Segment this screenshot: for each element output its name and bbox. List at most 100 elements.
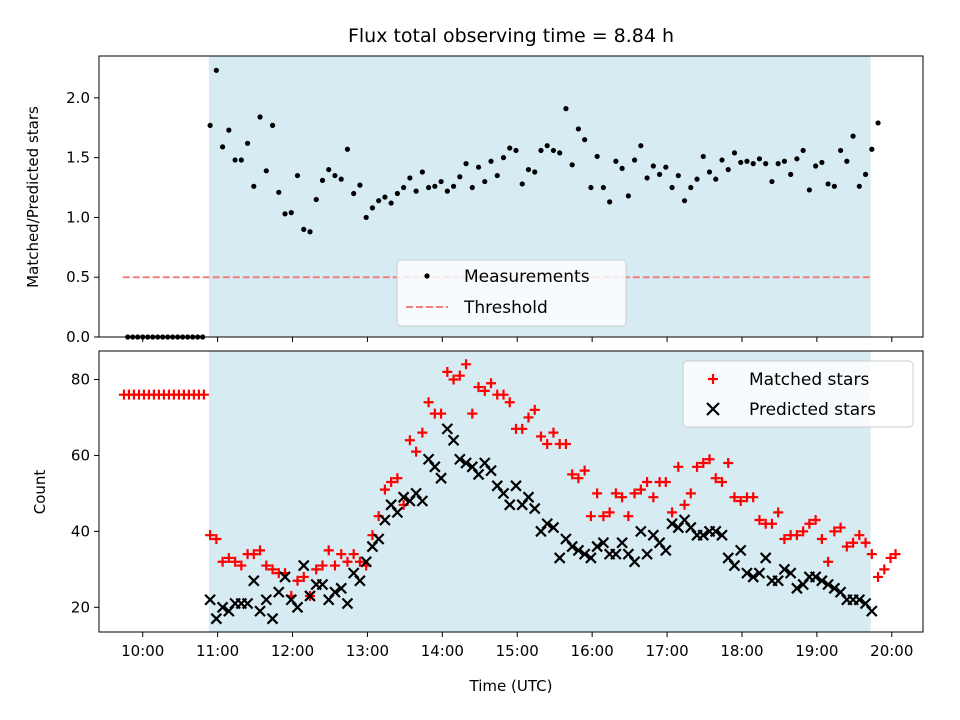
predicted-star-point xyxy=(728,559,741,572)
legend-label-measurements: Measurements xyxy=(464,267,590,287)
predicted-star-point xyxy=(266,612,279,625)
matched-star-point xyxy=(498,389,509,400)
matched-star-point xyxy=(866,549,877,560)
matched-star-point xyxy=(860,537,871,548)
matched-star-point xyxy=(629,488,640,499)
bottom-legend xyxy=(682,360,914,428)
bottom-y-tick-label: 40 xyxy=(71,522,90,540)
matched-star-point xyxy=(679,499,690,510)
matched-star-point xyxy=(673,461,684,472)
measurement-point xyxy=(269,122,276,128)
measurement-point xyxy=(500,155,507,161)
predicted-star-point xyxy=(391,506,404,519)
measurement-point xyxy=(569,162,575,168)
predicted-star-point xyxy=(485,464,497,477)
predicted-star-point xyxy=(354,574,366,587)
matched-star-point xyxy=(342,556,353,567)
matched-star-point xyxy=(798,526,809,537)
predicted-star-point xyxy=(547,521,560,534)
matched-star-point xyxy=(436,408,447,419)
measurement-point xyxy=(444,188,450,194)
matched-star-point xyxy=(236,560,247,571)
matched-star-point xyxy=(698,458,709,469)
matched-star-point xyxy=(854,530,865,541)
measurement-point xyxy=(207,122,213,128)
measurement-point xyxy=(450,183,457,189)
matched-star-point xyxy=(692,461,703,472)
predicted-star-point xyxy=(254,605,266,617)
measurement-point xyxy=(457,174,463,180)
predicted-star-point xyxy=(241,597,254,610)
matched-star-point xyxy=(523,412,534,423)
matched-star-point xyxy=(642,477,653,488)
bottom-y-axis-label: Count xyxy=(31,470,49,515)
matched-star-point xyxy=(823,556,834,567)
measurement-point xyxy=(294,172,301,179)
matched-star-point xyxy=(835,522,846,533)
matched-star-point xyxy=(454,370,465,381)
matched-star-point xyxy=(411,446,422,457)
top-y-tick-label: 1.5 xyxy=(66,149,90,167)
matched-star-point xyxy=(323,545,334,556)
measurement-point xyxy=(638,143,644,149)
measurement-point xyxy=(819,159,825,166)
predicted-star-point xyxy=(279,571,291,583)
matched-star-point xyxy=(529,404,540,415)
matched-star-point xyxy=(473,382,484,393)
measurement-point xyxy=(725,166,731,173)
matched-star-point xyxy=(448,374,459,385)
matched-star-point xyxy=(592,488,603,499)
legend-label-threshold: Threshold xyxy=(463,298,548,318)
measurement-point xyxy=(525,166,532,173)
top-axes-frame xyxy=(98,55,924,338)
matched-star-point xyxy=(417,427,428,438)
bottom-y-tick-label: 80 xyxy=(71,370,90,388)
measurement-point xyxy=(344,146,351,152)
measurement-point xyxy=(619,165,625,171)
predicted-star-point xyxy=(778,563,791,576)
matched-star-point xyxy=(354,556,365,567)
matched-star-point xyxy=(548,427,559,438)
matched-star-point xyxy=(779,533,790,544)
predicted-star-point xyxy=(578,548,591,560)
matched-star-point xyxy=(379,484,390,495)
matched-star-point xyxy=(217,556,228,567)
predicted-star-point xyxy=(260,593,273,606)
measurement-point xyxy=(788,171,794,177)
measurement-point xyxy=(763,161,769,167)
matched-star-point xyxy=(560,439,571,450)
predicted-star-point xyxy=(341,597,354,610)
matched-star-point xyxy=(336,549,347,560)
measurement-point xyxy=(251,183,257,189)
measurement-point xyxy=(376,198,382,204)
matched-star-point xyxy=(205,530,216,541)
matched-star-point xyxy=(442,366,453,377)
matched-star-point xyxy=(392,473,403,484)
predicted-star-point xyxy=(828,582,841,595)
measurement-point xyxy=(644,175,650,181)
measurement-point xyxy=(575,126,582,132)
matched-star-point xyxy=(542,439,553,450)
matched-star-point xyxy=(198,389,209,400)
predicted-star-point xyxy=(510,480,522,492)
matched-star-point xyxy=(635,484,646,495)
measurement-point xyxy=(313,196,319,203)
matched-star-point xyxy=(735,495,746,506)
legend-predicted-marker xyxy=(706,402,720,416)
predicted-star-point xyxy=(447,434,460,447)
predicted-star-point xyxy=(747,571,759,583)
x-tick-label: 10:00 xyxy=(121,642,164,660)
matched-star-point xyxy=(386,477,397,488)
measurement-point xyxy=(563,106,569,112)
measurement-point xyxy=(382,194,388,200)
predicted-star-point xyxy=(297,559,310,572)
measurement-point xyxy=(213,67,219,73)
predicted-star-point xyxy=(216,601,229,614)
matched-star-point xyxy=(716,477,727,488)
predicted-star-point xyxy=(853,593,866,606)
measurement-point xyxy=(475,164,482,170)
predicted-star-point xyxy=(397,491,410,503)
measurement-point xyxy=(369,205,376,211)
measurement-point xyxy=(401,184,407,191)
measurement-point xyxy=(507,145,513,151)
